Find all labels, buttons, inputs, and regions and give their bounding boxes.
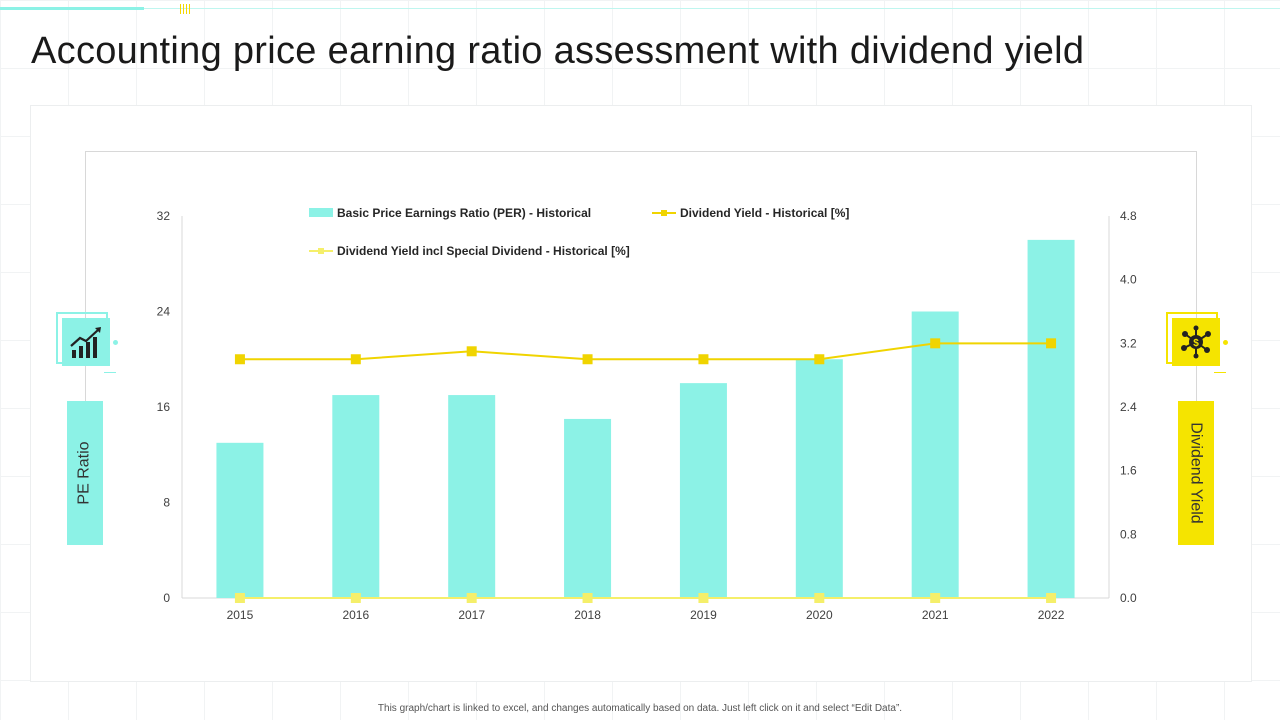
y-tick-label: 32 [157, 209, 171, 223]
y-tick-label: 8 [163, 496, 170, 510]
left-icon-dot [113, 340, 118, 345]
line-point [930, 338, 941, 349]
y2-tick-label: 0.0 [1120, 591, 1137, 605]
top-accent-bar [0, 7, 144, 10]
legend-marker [318, 248, 324, 254]
legend-label: Dividend Yield incl Special Dividend - H… [337, 244, 630, 258]
bar [1027, 239, 1075, 598]
x-tick-label: 2017 [458, 608, 485, 622]
bar [679, 383, 727, 598]
line-point [466, 346, 477, 357]
top-accent-ticks [180, 4, 192, 14]
x-tick-label: 2015 [227, 608, 254, 622]
growth-chart-icon [62, 318, 110, 366]
line-point [234, 354, 245, 365]
line-point [814, 354, 825, 365]
bar [448, 395, 496, 598]
svg-text:$: $ [1193, 338, 1199, 349]
y2-axis-title-tag: Dividend Yield [1178, 401, 1214, 545]
series-line [239, 342, 1052, 361]
line-point [234, 593, 245, 603]
line-point [350, 593, 361, 603]
x-tick-label: 2019 [690, 608, 717, 622]
left-icon-connector [104, 372, 116, 373]
legend-label: Basic Price Earnings Ratio (PER) - Histo… [337, 206, 591, 220]
y2-tick-label: 4.0 [1120, 273, 1137, 287]
x-tick-label: 2020 [806, 608, 833, 622]
legend-marker [661, 210, 667, 216]
footnote: This graph/chart is linked to excel, and… [377, 703, 903, 714]
chart-frame [85, 151, 1197, 452]
line-point [350, 354, 361, 365]
line-point [698, 593, 709, 603]
page-title: Accounting price earning ratio assessmen… [31, 30, 1085, 72]
y-axis-title-tag: PE Ratio [67, 401, 103, 545]
line-point [930, 593, 941, 603]
line-point [582, 593, 593, 603]
line-point [814, 593, 825, 603]
bar [795, 359, 843, 598]
right-icon-connector [1214, 372, 1226, 373]
x-tick-label: 2022 [1038, 608, 1065, 622]
x-tick-label: 2016 [342, 608, 369, 622]
line-point [466, 593, 477, 603]
line-point [698, 354, 709, 365]
top-accent-line [144, 8, 1280, 9]
y-tick-label: 16 [157, 400, 171, 414]
x-tick-label: 2018 [574, 608, 601, 622]
y2-tick-label: 0.8 [1120, 527, 1137, 541]
y2-tick-label: 2.4 [1120, 400, 1137, 414]
x-tick-label: 2021 [922, 608, 949, 622]
bar [911, 311, 959, 598]
legend-swatch [309, 208, 333, 217]
y2-tick-label: 4.8 [1120, 209, 1137, 223]
y2-tick-label: 3.2 [1120, 336, 1137, 350]
line-point [1046, 338, 1057, 349]
bar [216, 442, 264, 598]
line-point [582, 354, 593, 365]
y-tick-label: 0 [163, 591, 170, 605]
line-point [1046, 593, 1057, 603]
dollar-network-icon: $ [1172, 318, 1220, 366]
right-icon-dot [1223, 340, 1228, 345]
bar [332, 395, 380, 598]
y2-tick-label: 1.6 [1120, 464, 1137, 478]
bar [564, 418, 612, 598]
legend-label: Dividend Yield - Historical [%] [680, 206, 849, 220]
y-tick-label: 24 [157, 305, 171, 319]
